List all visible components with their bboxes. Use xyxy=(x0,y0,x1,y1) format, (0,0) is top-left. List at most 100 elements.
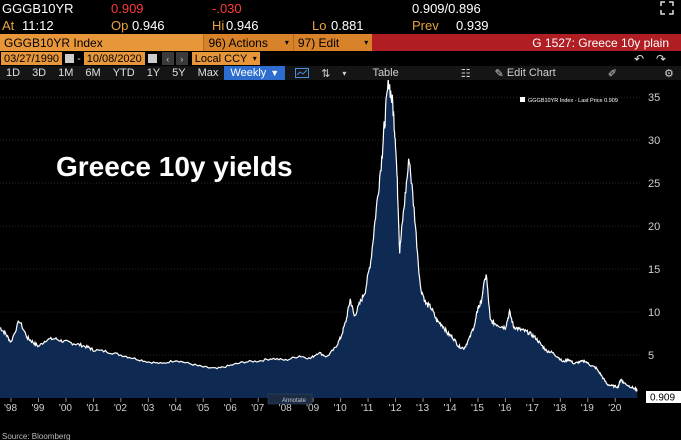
x-tick-label: '11 xyxy=(361,403,374,414)
tab-5y[interactable]: 5Y xyxy=(172,67,186,79)
y-axis: 5 10 15 20 25 30 35 xyxy=(648,92,660,362)
draw-icon[interactable]: ✐ xyxy=(607,67,617,80)
table-button[interactable]: Table xyxy=(372,67,399,79)
line-chart-icon[interactable] xyxy=(289,66,315,80)
quote-row-1: GGGB10YR 0.909 -.030 0.909/0.896 xyxy=(0,0,681,17)
yield-chart[interactable]: 5 10 15 20 25 30 35 '98 '99 '00 '01 '02 '03 '04 '05 '0… xyxy=(0,77,681,440)
x-tick-label: '20 xyxy=(608,403,621,414)
security-field[interactable]: GGGB10YR Index xyxy=(4,35,103,50)
x-tick-label: '09 xyxy=(306,403,319,414)
x-tick-label: '08 xyxy=(279,403,292,414)
chevron-down-icon: ▾ xyxy=(364,38,369,47)
x-tick-label: '00 xyxy=(59,403,72,414)
x-tick-label: '17 xyxy=(526,403,539,414)
actions-menu[interactable]: 96) Actions ▾ xyxy=(203,34,293,51)
chevron-left-icon[interactable]: ‹ xyxy=(161,52,174,65)
x-tick-label: '99 xyxy=(31,403,44,414)
legend-label: GGGB10YR Index - Last Price 0.909 xyxy=(528,98,618,104)
ticker-label: GGGB10YR xyxy=(2,1,74,16)
last-price-tag-label: 0.909 xyxy=(650,393,675,404)
time-label: At xyxy=(2,17,15,33)
last-price-tag: 0.909 xyxy=(646,391,681,404)
start-date-field[interactable]: 03/27/1990 xyxy=(1,52,63,65)
tab-3d[interactable]: 3D xyxy=(32,67,47,79)
chart-area[interactable]: 5 10 15 20 25 30 35 '98 '99 '00 '01 '02 '03 '04 '05 '0… xyxy=(0,77,681,440)
edit-menu[interactable]: 97) Edit ▾ xyxy=(292,34,373,51)
x-tick-label: '18 xyxy=(553,403,566,414)
calendar-icon[interactable] xyxy=(65,54,75,63)
x-tick-label: '15 xyxy=(471,403,484,414)
bid-ask: 0.909/0.896 xyxy=(412,1,481,16)
fullscreen-icon[interactable] xyxy=(660,1,674,15)
x-tick-label: '03 xyxy=(141,403,154,414)
x-tick-label: '07 xyxy=(251,403,264,414)
tab-1d[interactable]: 1D xyxy=(6,67,21,79)
x-tick-label: '14 xyxy=(443,403,456,414)
series-line xyxy=(0,77,638,393)
undo-icon[interactable]: ↶ xyxy=(634,52,645,66)
x-tick-label: '04 xyxy=(169,403,182,414)
end-date-field[interactable]: 10/08/2020 xyxy=(83,52,145,65)
low-value: 0.881 xyxy=(331,17,364,33)
x-tick-label: '02 xyxy=(114,403,127,414)
tab-1m[interactable]: 1M xyxy=(58,67,74,79)
actions-menu-label: 96) Actions xyxy=(208,35,268,50)
chevron-down-icon: ▼ xyxy=(270,68,280,78)
grid xyxy=(0,96,640,356)
prev-value: 0.939 xyxy=(456,17,489,33)
y-tick-label: 25 xyxy=(648,178,660,190)
open-label: Op xyxy=(111,17,129,33)
x-tick-label: '16 xyxy=(498,403,511,414)
low-label: Lo xyxy=(312,17,327,33)
edit-chart-button[interactable]: ✎ Edit Chart xyxy=(489,66,562,80)
tab-ytd[interactable]: YTD xyxy=(112,67,135,79)
high-value: 0.946 xyxy=(226,17,259,33)
date-range-bar: 03/27/1990 - 10/08/2020 ‹ › Local CCY ▾ … xyxy=(0,51,681,66)
source-footer: Source: Bloomberg xyxy=(2,432,71,440)
x-tick-label: '10 xyxy=(334,403,347,414)
settings-sliders-icon[interactable]: ☷ xyxy=(460,67,471,80)
redo-icon[interactable]: ↷ xyxy=(656,52,667,66)
net-change: -.030 xyxy=(212,1,242,16)
page-title: G 1527: Greece 10y plain xyxy=(372,34,681,51)
chevron-right-icon[interactable]: › xyxy=(175,52,188,65)
tab-max[interactable]: Max xyxy=(197,67,219,79)
open-value: 0.946 xyxy=(132,17,165,33)
edit-menu-label: 97) Edit xyxy=(297,35,340,50)
tab-6m[interactable]: 6M xyxy=(85,67,101,79)
last-price: 0.909 xyxy=(111,1,144,16)
legend-swatch xyxy=(520,97,525,102)
y-tick-label: 5 xyxy=(648,350,654,362)
range-dash: - xyxy=(77,52,81,65)
period-select[interactable]: Weekly ▼ xyxy=(224,66,286,80)
pencil-icon: ✎ xyxy=(494,67,504,80)
x-tick-label: '01 xyxy=(86,403,99,414)
y-tick-label: 20 xyxy=(648,221,660,233)
compare-icon[interactable]: ⇅ xyxy=(321,67,331,80)
prev-label: Prev xyxy=(412,17,439,33)
high-label: Hi xyxy=(212,17,225,33)
currency-select[interactable]: Local CCY ▾ xyxy=(191,52,260,65)
series-area xyxy=(0,77,638,398)
annotate-label: Annotate xyxy=(282,398,307,404)
command-bar: GGGB10YR Index 96) Actions ▾ 97) Edit ▾ … xyxy=(0,34,681,51)
gear-icon[interactable]: ⚙ xyxy=(663,67,674,80)
calendar-icon[interactable] xyxy=(147,54,157,63)
period-tabs: 1D 3D 1M 6M YTD 1Y 5Y Max Weekly ▼ ⇅ ▾ T… xyxy=(0,66,681,80)
y-tick-label: 30 xyxy=(648,135,660,147)
x-tick-label: '13 xyxy=(416,403,429,414)
x-tick-label: '98 xyxy=(4,403,17,414)
currency-label: Local CCY xyxy=(194,52,248,65)
x-tick-label: '12 xyxy=(389,403,402,414)
chevron-down-icon[interactable]: ▾ xyxy=(342,68,347,78)
quote-row-2: At 11:12 Op 0.946 Hi 0.946 Lo 0.881 Prev… xyxy=(0,17,681,33)
period-label: Weekly xyxy=(230,67,267,79)
y-tick-label: 35 xyxy=(648,92,660,104)
x-tick-label: '05 xyxy=(196,403,209,414)
chart-legend: GGGB10YR Index - Last Price 0.909 xyxy=(520,97,618,104)
time-value: 11:12 xyxy=(22,17,54,33)
y-tick-label: 10 xyxy=(648,307,660,319)
tab-1y[interactable]: 1Y xyxy=(146,67,161,79)
annotate-button[interactable]: Annotate xyxy=(267,393,313,405)
x-tick-label: '19 xyxy=(581,403,594,414)
